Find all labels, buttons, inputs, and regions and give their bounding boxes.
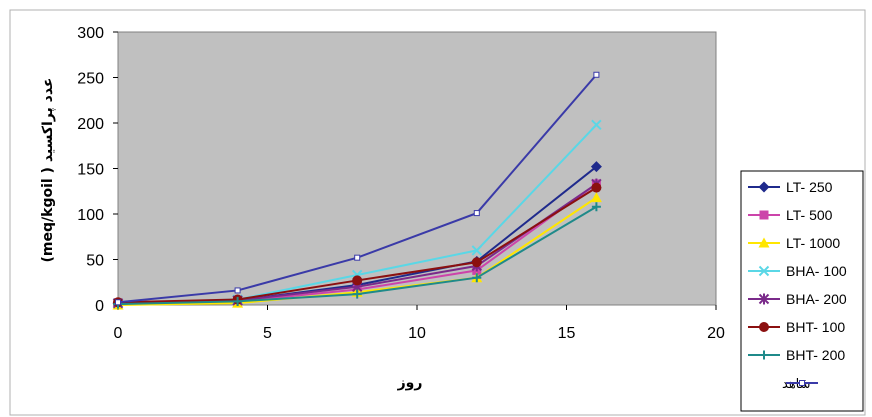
data-point: [115, 299, 121, 306]
y-tick-label: 250: [77, 71, 104, 88]
series-8: [115, 71, 600, 306]
axes: 0 50 100 150 200 250 300 0 5 10 15 20: [77, 25, 725, 342]
data-point: [590, 161, 602, 173]
legend-marker: [759, 350, 769, 360]
data-point: [352, 275, 363, 286]
legend-item: BHT- 100: [748, 319, 845, 335]
x-tick-label: 15: [558, 325, 576, 342]
legend: LT- 250 LT- 500 LT- 1000 BHA- 100 BHA- 200 BH…: [748, 179, 847, 392]
legend-item: LT- 250: [748, 179, 833, 195]
y-tick-label: 50: [86, 253, 104, 270]
plot-area: [117, 31, 717, 306]
y-tick-label: 100: [77, 207, 104, 224]
y-tick-label: 200: [77, 116, 104, 133]
legend-label: BHT- 200: [786, 347, 845, 363]
legend-marker: [758, 181, 770, 193]
legend-label: شاهد: [782, 377, 811, 392]
x-tick-label: 20: [707, 325, 725, 342]
data-point: [471, 245, 483, 256]
legend-item: LT- 1000: [748, 235, 840, 251]
legend-item: BHA- 100: [748, 263, 847, 279]
data-point: [233, 296, 243, 306]
legend-item: شاهد: [782, 377, 818, 392]
legend-label: BHA- 100: [786, 263, 847, 279]
legend-marker: [758, 237, 770, 248]
data-point: [234, 287, 241, 294]
legend-item: BHA- 200: [748, 291, 847, 307]
legend-item: BHT- 200: [748, 347, 845, 363]
legend-label: BHA- 200: [786, 291, 847, 307]
y-tick-label: 0: [95, 298, 104, 315]
data-point: [591, 119, 602, 131]
data-point: [591, 182, 602, 193]
legend-label: BHT- 100: [786, 319, 845, 335]
data-point: [593, 71, 600, 78]
chart-frame: [9, 9, 866, 416]
data-point: [471, 257, 482, 268]
legend-marker: [799, 380, 805, 386]
legend-marker: [759, 210, 769, 220]
series-layer: [112, 71, 602, 310]
legend-marker: [758, 293, 770, 305]
data-point: [591, 202, 601, 212]
y-tick-label: 150: [77, 162, 104, 179]
legend-marker: [759, 322, 769, 332]
x-tick-label: 5: [263, 325, 272, 342]
legend-label: LT- 500: [786, 207, 833, 223]
x-tick-label: 10: [408, 325, 426, 342]
data-point: [472, 273, 482, 283]
legend-item: LT- 500: [748, 207, 833, 223]
y-tick-label: 300: [77, 25, 104, 42]
data-point: [354, 254, 361, 261]
legend-label: LT- 250: [786, 179, 833, 195]
data-point: [590, 192, 602, 203]
legend-marker: [758, 265, 770, 277]
x-tick-label: 0: [114, 325, 123, 342]
data-point: [473, 210, 480, 217]
legend-label: LT- 1000: [786, 235, 840, 251]
x-axis-title: روز: [397, 375, 423, 391]
data-point: [352, 289, 362, 299]
y-axis-title: عدد پراکسید ( meq/kgoil): [40, 78, 56, 263]
